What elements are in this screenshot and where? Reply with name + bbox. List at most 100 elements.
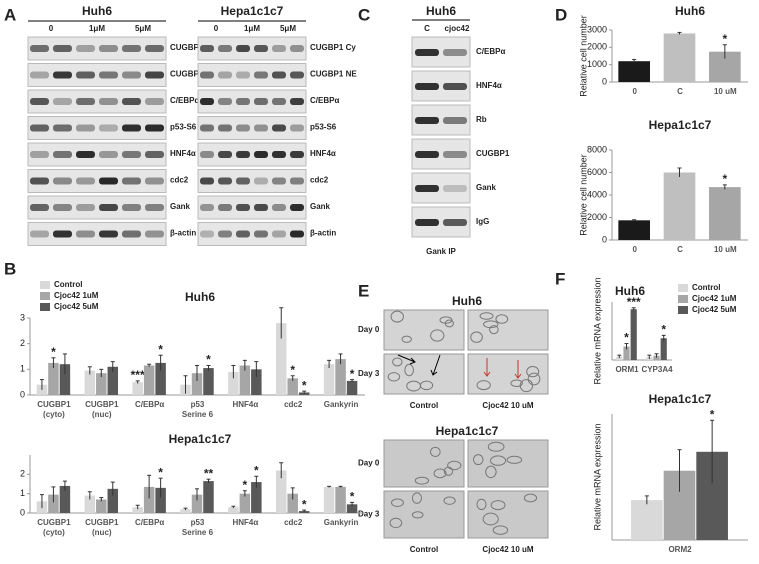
y-axis-label: Relative cell number <box>578 154 588 236</box>
blot-band <box>254 204 268 211</box>
lane-label: C <box>424 24 430 33</box>
blot-band <box>272 45 286 52</box>
y-tick-label: 0 <box>20 389 25 399</box>
row-label: HNF4α <box>476 81 502 90</box>
blot-band <box>443 117 467 124</box>
bar <box>48 362 59 395</box>
cell <box>489 455 507 466</box>
bar <box>239 365 251 395</box>
row-label: Day 0 <box>358 459 380 468</box>
legend-label: Cjoc42 5uM <box>54 302 99 311</box>
cell <box>510 379 523 387</box>
cell <box>390 310 404 323</box>
bar <box>239 493 251 513</box>
cell <box>473 454 484 466</box>
blot-band <box>290 71 304 79</box>
blot-band <box>76 151 95 158</box>
lane-label: 5μM <box>135 24 151 33</box>
bar <box>143 365 155 395</box>
y-tick-label: 6000 <box>587 167 607 177</box>
cell <box>483 320 499 329</box>
micrograph <box>383 490 465 539</box>
blot-strip <box>197 63 307 87</box>
bar <box>96 499 107 513</box>
blot-band <box>218 124 232 132</box>
panel-label: B <box>4 259 16 278</box>
cell <box>523 493 538 503</box>
y-tick-label: 0 <box>602 234 607 244</box>
significance: * <box>243 478 248 492</box>
blot-band <box>122 124 141 132</box>
bar <box>180 509 191 513</box>
blot-strip <box>27 63 167 87</box>
row-label: cdc2 <box>310 176 329 185</box>
row-label: CUGBP1 Cy <box>310 43 356 52</box>
legend-swatch <box>40 303 50 311</box>
lane-label: 5μM <box>280 24 296 33</box>
bar <box>630 309 637 360</box>
blot-band <box>53 230 72 238</box>
blot-strip <box>27 89 167 114</box>
blot-band <box>290 45 304 52</box>
x-tick-label: CUGBP1 (cyto) <box>37 518 71 537</box>
x-tick-label: cdc2 <box>284 400 303 409</box>
bar <box>107 488 119 513</box>
micrograph <box>383 439 465 488</box>
x-tick-label: 10 uM <box>714 245 737 254</box>
significance: * <box>254 463 259 477</box>
blot-band <box>200 204 214 211</box>
blot-strip <box>197 169 307 193</box>
blot-band <box>122 230 141 238</box>
blot-band <box>30 177 49 185</box>
cell <box>419 380 434 391</box>
cell <box>447 460 462 471</box>
row-label: p53-S6 <box>170 123 197 132</box>
y-axis-label: Relative mRNA expression <box>592 423 602 530</box>
lane-label: 0 <box>49 24 54 33</box>
blot-strip <box>27 116 167 140</box>
y-tick-label: 3000 <box>587 24 607 34</box>
blot-title: Huh6 <box>426 4 456 18</box>
cell <box>411 511 424 519</box>
significance: * <box>158 465 163 479</box>
blot-band <box>290 151 304 158</box>
bar <box>155 487 166 513</box>
blot-band <box>443 83 467 90</box>
cell <box>443 466 454 476</box>
y-tick-label: 8000 <box>587 144 607 154</box>
panel-label: E <box>358 281 369 300</box>
blot-band <box>290 98 304 105</box>
bar <box>346 504 358 513</box>
blot-band <box>272 177 286 185</box>
blot-band <box>254 45 268 52</box>
x-tick-label: Gankyrin <box>324 518 359 527</box>
blot-band <box>30 124 49 132</box>
legend-swatch <box>678 295 688 303</box>
bar <box>709 187 741 240</box>
bar <box>335 486 346 513</box>
blot-band <box>415 151 439 158</box>
x-tick-label: CUGBP1 (cyto) <box>37 400 71 419</box>
cell <box>485 465 497 479</box>
blot-band <box>272 124 286 132</box>
bar <box>287 378 298 395</box>
bar <box>84 495 96 513</box>
blot-band <box>122 71 141 79</box>
legend-swatch <box>678 284 688 292</box>
lane-label: 0 <box>214 24 219 33</box>
bar <box>287 493 298 513</box>
blot-strip <box>27 142 167 167</box>
blot-band <box>218 204 232 211</box>
cell <box>476 380 491 391</box>
arrow <box>514 360 522 379</box>
row-label: β-actin <box>310 229 336 238</box>
cell <box>401 335 412 343</box>
x-tick-label: ORM1 <box>615 365 639 374</box>
row-label: CUGBP1 NE <box>170 70 217 79</box>
x-tick-label: 0 <box>632 87 637 96</box>
legend-label: Cjoc42 5uM <box>692 305 737 314</box>
blot-strip <box>197 36 307 61</box>
micrograph <box>467 309 549 351</box>
row-label: C/EBPα <box>170 96 199 105</box>
cell <box>411 492 422 504</box>
